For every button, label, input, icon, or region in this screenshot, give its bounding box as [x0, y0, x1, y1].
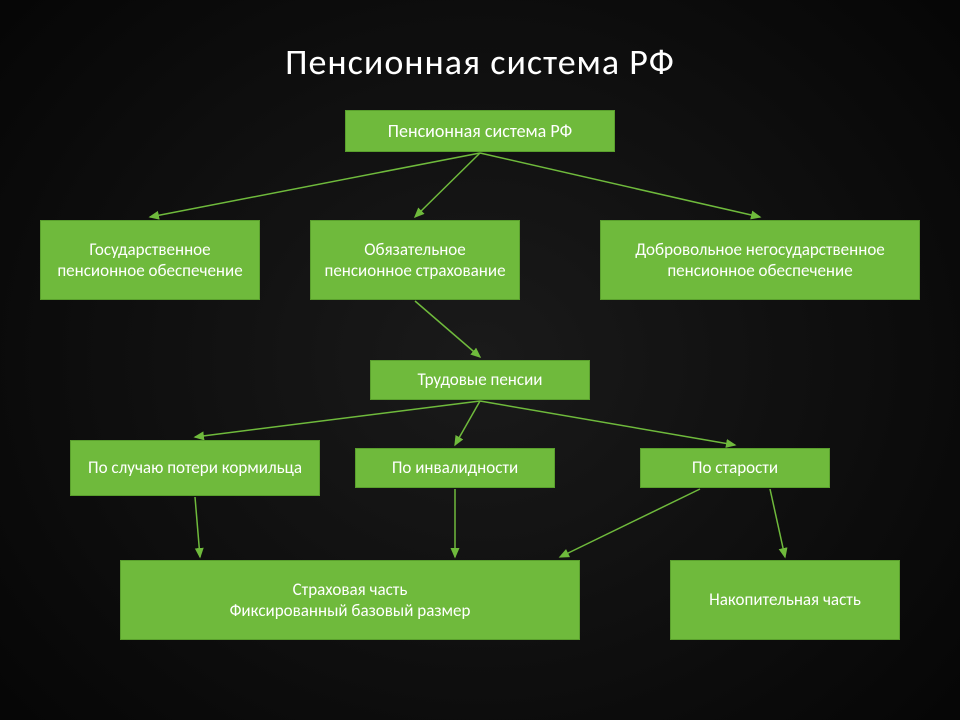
edge-mandatory-labor [415, 301, 480, 357]
node-insure: Страховая часть Фиксированный базовый ра… [120, 560, 580, 640]
node-labor: Трудовые пенсии [370, 360, 590, 400]
edge-root-mandatory [415, 153, 480, 217]
node-gov: Государственное пенсионное обеспечение [40, 220, 260, 300]
edge-labor-age [480, 401, 735, 445]
node-loss: По случаю потери кормильца [70, 440, 320, 496]
edge-age-accum [770, 489, 785, 557]
edge-loss-insure [195, 497, 200, 557]
node-disab: По инвалидности [355, 448, 555, 488]
node-voluntary: Добровольное негосударственное пенсионно… [600, 220, 920, 300]
edge-labor-loss [195, 401, 480, 437]
node-root: Пенсионная система РФ [345, 110, 615, 152]
edge-root-gov [150, 153, 480, 217]
edge-labor-disab [455, 401, 480, 445]
node-age: По старости [640, 448, 830, 488]
node-accum: Накопительная часть [670, 560, 900, 640]
page-title: Пенсионная система РФ [285, 40, 675, 84]
edge-root-voluntary [480, 153, 760, 217]
edge-age-insure [560, 489, 700, 557]
node-mandatory: Обязательное пенсионное страхование [310, 220, 520, 300]
